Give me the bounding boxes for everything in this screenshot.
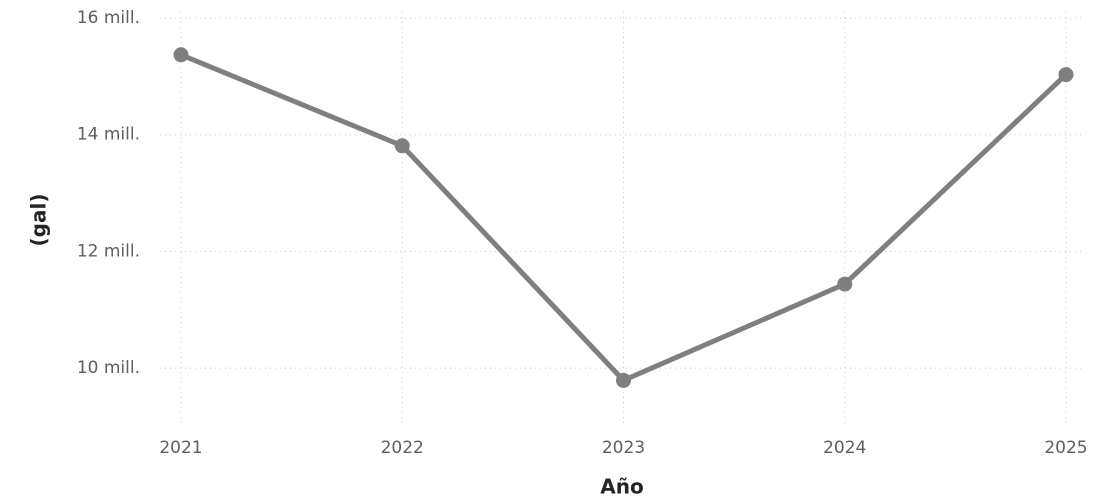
x-tick-label: 2023	[602, 438, 645, 458]
point	[837, 276, 853, 292]
point	[394, 138, 410, 154]
x-tick-label: 2022	[381, 438, 424, 458]
y-axis-title: (gal)	[27, 194, 51, 247]
x-tick-label: 2024	[823, 438, 866, 458]
x-tick-label: 2025	[1044, 438, 1087, 458]
y-tick-label: 10 mill.	[77, 358, 140, 378]
y-tick-label: 12 mill.	[77, 241, 140, 261]
point	[1058, 67, 1074, 83]
point	[616, 372, 631, 388]
x-tick-label: 2021	[159, 438, 202, 458]
x-axis-title: Año	[600, 475, 643, 499]
point	[173, 47, 189, 63]
y-tick-label: 16 mill.	[77, 8, 140, 28]
y-tick-label: 14 mill.	[77, 125, 140, 145]
